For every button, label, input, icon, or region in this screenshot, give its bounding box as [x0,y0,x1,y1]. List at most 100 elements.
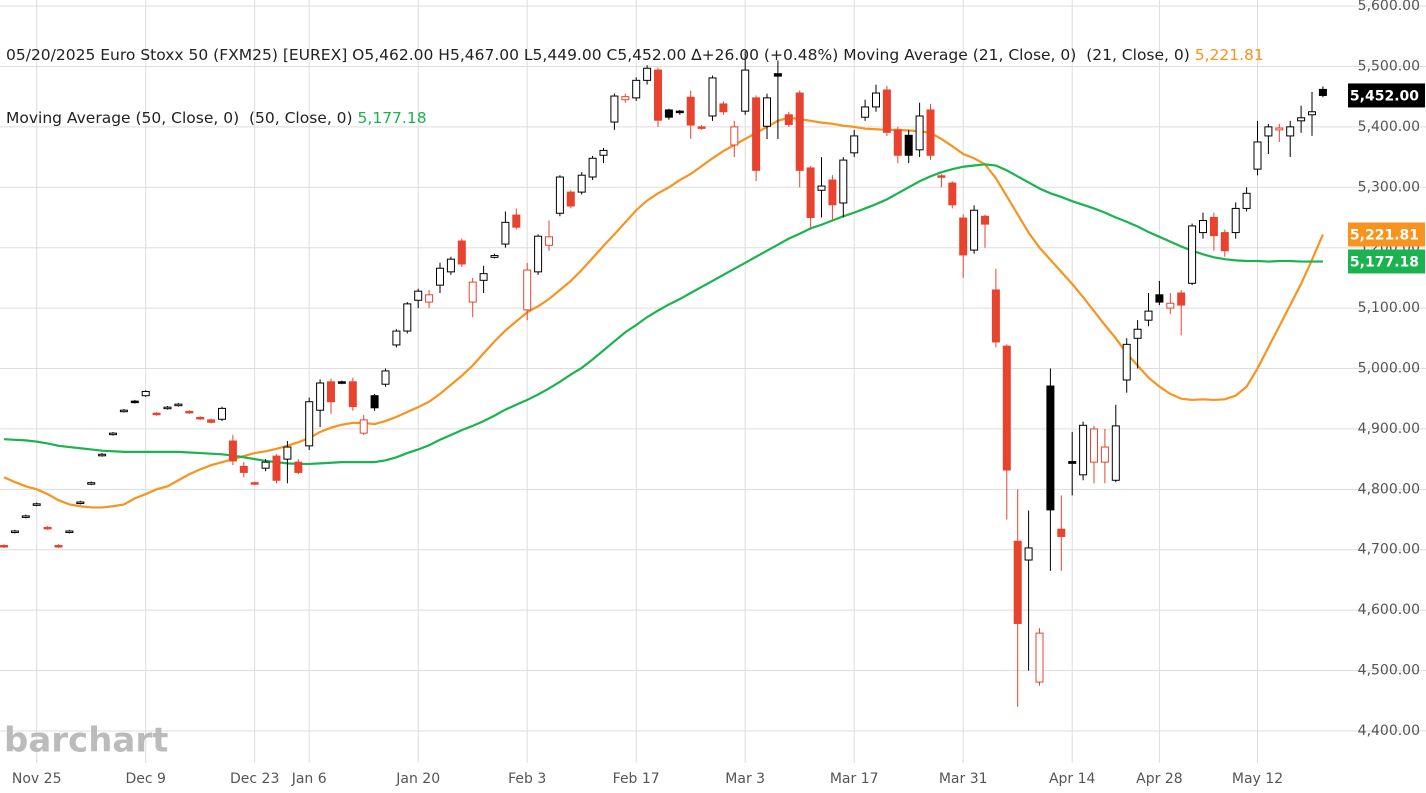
y-tick-label: 5,000.00 [1358,361,1420,377]
candle [773,60,782,139]
candle [1231,202,1240,239]
candle [185,410,194,414]
candle-body [1155,294,1164,303]
candle-body [370,395,379,409]
candle-body [294,461,303,473]
candle-body [1144,310,1153,321]
legend-line: 05/20/2025 Euro Stoxx 50 (FXM25) [EUREX]… [6,45,1264,66]
candle-body [43,526,52,530]
candle-body [1046,385,1055,511]
candle-body [872,92,880,108]
candle-body [948,182,957,206]
candle-body [250,482,259,485]
candle-body [1002,345,1011,471]
candle [425,289,434,309]
candle [1188,223,1197,286]
candle-body [654,69,662,121]
candle [861,99,870,121]
candle [228,434,237,466]
x-tick-label: May 12 [1232,771,1283,787]
candle [414,288,423,309]
candle [119,408,128,413]
candle-body [479,273,488,281]
candle-body [566,191,575,207]
candle-body [65,530,74,534]
candle-body [741,69,750,112]
candle-body [1122,343,1131,381]
candle-body [610,95,619,123]
candle [545,220,553,251]
candle-body [795,92,804,171]
candle [806,166,815,230]
price-tag-label: 5,177.18 [1350,254,1419,270]
candle [741,51,750,115]
candle [719,101,728,115]
candle-body [261,461,270,469]
candle [904,129,913,164]
candle-body [348,381,357,408]
candle-body [32,503,41,506]
x-tick-label: Apr 14 [1049,771,1096,787]
candle-body [981,215,989,225]
candle [218,406,226,422]
candle [523,262,532,321]
candle-body [1090,428,1098,463]
price-tag [1348,83,1425,108]
candle [272,454,281,484]
candle [174,402,183,407]
candle [991,268,1000,348]
candle-body [839,159,848,204]
candle [784,111,793,127]
candle [1035,628,1044,686]
candle [1253,120,1262,176]
candle [1122,338,1131,393]
candle-body [1024,547,1033,561]
candle [468,277,477,318]
candle [207,418,216,424]
x-tick-label: Dec 23 [230,771,279,787]
candle-body [970,209,979,251]
candle [1166,292,1175,315]
candle-body [773,73,782,77]
candle [697,125,706,130]
candle-body [893,129,902,156]
candle-body [1286,126,1295,137]
candle-body [784,114,793,125]
candle-body [468,281,477,303]
candle-body [664,109,673,118]
candle [1308,91,1316,136]
x-tick-label: Mar 3 [725,771,765,787]
candle [327,378,335,414]
candle [1013,489,1022,707]
candle [316,379,325,428]
candle [294,459,303,475]
candle-body [1079,424,1088,476]
candle [828,175,837,221]
candle-body [327,381,335,403]
candle-body [359,419,368,434]
candle [403,302,412,334]
candle [239,462,248,478]
candle [893,126,902,164]
candle-body [1035,632,1044,683]
candle [686,90,695,139]
watermark: barchart [4,721,168,761]
candle-body [425,294,434,303]
legend-study: (50, Close, 0) [248,109,353,127]
legend-value: 5,221.81 [1194,46,1264,64]
candle-body [1318,88,1327,96]
candle [981,214,989,248]
candle-body [763,97,771,127]
candle-body [207,419,216,423]
candle-body [752,97,761,171]
candle-body [152,412,161,416]
candle [479,265,488,293]
ma-line [3,163,1323,466]
candle [1209,212,1218,251]
candle [130,399,139,404]
candle-body [54,545,63,548]
candle [54,544,63,548]
candle [1144,292,1153,327]
candle-body [523,269,532,311]
candle-body [228,440,237,462]
